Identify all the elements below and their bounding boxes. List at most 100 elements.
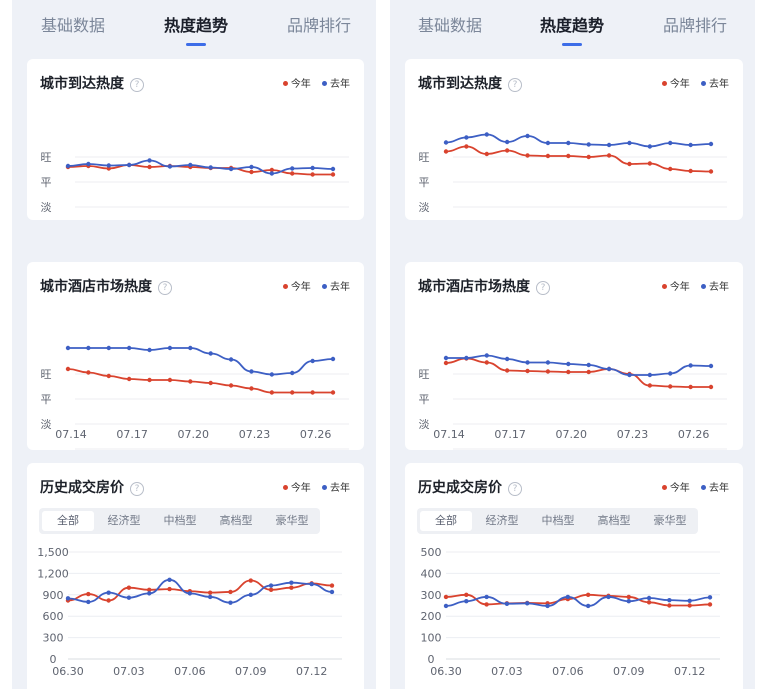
help-icon[interactable]: ? [130,482,144,496]
data-point [330,356,336,362]
help-icon[interactable]: ? [158,281,172,295]
data-point [330,166,336,172]
data-point [147,347,152,353]
data-point [249,369,254,374]
legend-item-last[interactable]: 去年 [322,483,350,494]
tab-brand-ranking[interactable]: 品牌排行 [287,16,352,35]
tab-basic-data[interactable]: 基础数据 [418,16,483,35]
x-tick-label: 07.03 [113,665,145,678]
data-point [86,591,91,597]
data-point [545,360,551,365]
legend-item-last[interactable]: 去年 [322,282,350,293]
help-icon[interactable]: ? [536,281,550,295]
data-point [586,154,591,160]
legend-item-last[interactable]: 去年 [701,483,729,494]
data-point [269,167,275,173]
legend-item-last[interactable]: 去年 [322,79,350,90]
segment-luxury[interactable]: 豪华型 [275,514,309,527]
data-point [646,600,652,605]
data-point [208,165,213,170]
data-point [126,585,132,590]
dot-icon [322,485,327,490]
series-line-last-year [445,133,712,148]
tab-heat-trend[interactable]: 热度趋势 [540,12,604,46]
card-title: 城市到达热度? [418,73,522,93]
line-chart: 500 400 300 200 100 006.30 07.03 07.06 07.09 07.1… [421,546,720,678]
data-point [687,603,692,608]
data-point [290,370,295,376]
data-point [106,345,111,351]
segment-upscale[interactable]: 高档型 [597,514,631,527]
tab-heat-trend[interactable]: 热度趋势 [164,12,228,46]
y-tick-label: 平 [419,176,430,189]
data-point [249,386,254,391]
segment-midscale[interactable]: 中档型 [541,514,575,527]
data-point [290,171,295,176]
data-point [269,171,275,176]
segment-all[interactable]: 全部 [42,511,94,531]
data-point [707,595,713,600]
y-tick-label: 淡 [419,201,430,214]
dot-icon [661,485,667,490]
data-point [126,376,132,382]
legend-item-current[interactable]: 今年 [661,483,690,494]
legend-item-current[interactable]: 今年 [282,282,311,293]
segment-economy[interactable]: 经济型 [107,514,141,527]
data-point [504,601,510,606]
chart-legend: 今年 去年 [654,479,729,494]
x-tick-label: 07.17 [494,428,526,441]
data-point [687,598,692,603]
legend-item-last[interactable]: 去年 [701,79,729,90]
x-tick-label: 07.14 [433,428,465,441]
y-tick-label: 淡 [41,201,52,214]
legend-item-current[interactable]: 今年 [282,79,311,90]
series-line-current-year [445,145,712,173]
data-point [329,589,335,595]
data-point [647,144,653,149]
card-historical-room-price: 历史成交房价? 今年 去年 全部 经济型 中档型 高档型 豪华型 1,500 1,… [27,463,364,689]
dot-icon [282,284,288,289]
data-point [464,144,469,149]
y-tick-label: 900 [43,589,64,602]
data-point [464,135,469,140]
data-point [147,158,152,163]
data-point [167,586,172,592]
data-point [606,142,612,148]
tab-basic-data[interactable]: 基础数据 [41,16,106,35]
card-city-arrival-heat: 城市到达热度? 今年 去年 旺平淡07.1407.1707.2007.2307.… [405,59,743,220]
y-tick-label: 1,500 [37,546,69,559]
segment-midscale[interactable]: 中档型 [163,514,197,527]
data-point [668,166,673,172]
data-point [167,164,173,169]
data-point [106,163,111,168]
y-tick-label: 平 [419,393,430,406]
tab-brand-ranking[interactable]: 品牌排行 [663,16,728,35]
legend-item-current[interactable]: 今年 [661,79,690,90]
legend-item-current[interactable]: 今年 [661,282,690,293]
data-point [484,594,489,600]
legend-item-last[interactable]: 去年 [701,282,729,293]
chart-legend: 今年 去年 [275,278,350,293]
y-tick-label: 600 [43,610,64,623]
help-icon[interactable]: ? [508,482,522,496]
help-icon[interactable]: ? [130,78,144,92]
dot-icon [282,485,288,490]
help-icon[interactable]: ? [508,78,522,92]
segment-economy[interactable]: 经济型 [485,514,519,527]
data-point [606,153,612,158]
data-point [207,590,213,595]
y-tick-label: 淡 [419,418,430,431]
data-point [289,580,294,585]
hotel-grade-segmented-control: 全部 经济型 中档型 高档型 豪华型 [39,508,320,534]
x-tick-label: 07.23 [617,428,649,441]
segment-luxury[interactable]: 豪华型 [653,514,687,527]
segment-all[interactable]: 全部 [420,511,472,531]
data-point [443,355,449,361]
data-point [167,377,173,383]
data-point [248,592,253,597]
legend-item-current[interactable]: 今年 [282,483,311,494]
data-point [484,151,489,157]
segment-upscale[interactable]: 高档型 [219,514,253,527]
data-point [646,595,652,601]
